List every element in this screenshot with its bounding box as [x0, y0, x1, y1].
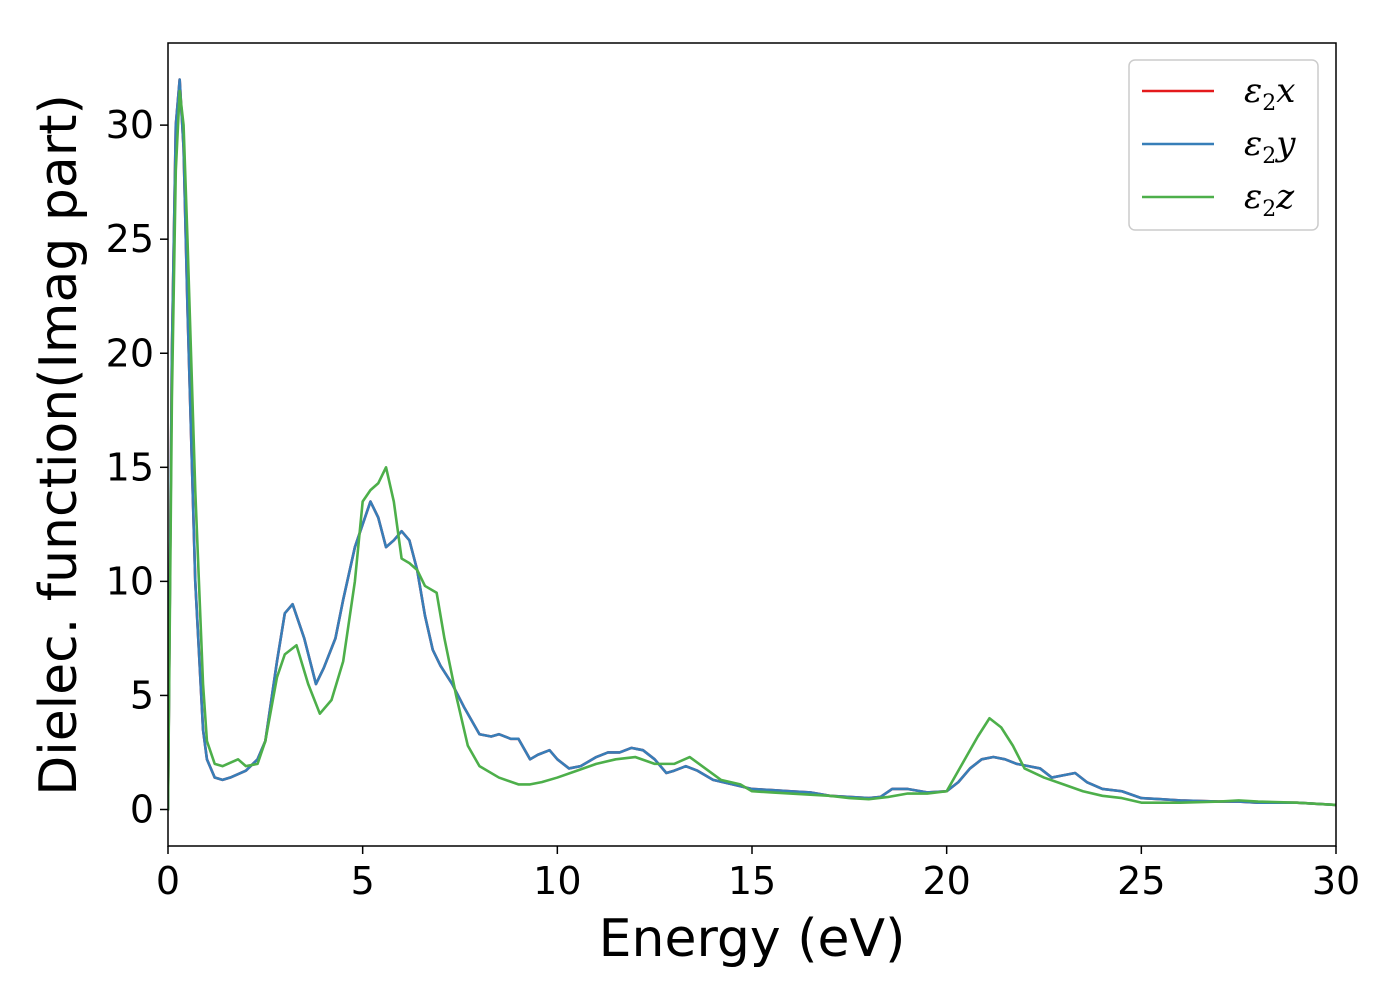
legend: ε2x ε2y ε2z — [1128, 59, 1319, 231]
legend-label-x: ε2x — [1244, 71, 1295, 116]
legend-label-z: ε2z — [1244, 177, 1295, 222]
legend-label-y: ε2y — [1244, 124, 1296, 169]
y-axis-ticks: 0 5 10 15 20 25 30 — [106, 103, 168, 832]
x-tick-label: 10 — [533, 859, 581, 903]
y-tick-label: 0 — [130, 788, 154, 832]
x-tick-label: 20 — [922, 859, 970, 903]
x-tick-label: 30 — [1312, 859, 1360, 903]
x-tick-label: 15 — [728, 859, 776, 903]
x-tick-label: 0 — [156, 859, 180, 903]
x-tick-label: 25 — [1117, 859, 1165, 903]
series-line-eps2-z — [168, 89, 1336, 811]
y-axis-label: Dielec. function(Imag part) — [29, 94, 89, 796]
x-tick-label: 5 — [351, 859, 375, 903]
x-axis-ticks: 0 5 10 15 20 25 30 — [156, 846, 1360, 903]
y-tick-label: 5 — [130, 673, 154, 717]
y-tick-label: 25 — [106, 217, 154, 261]
y-tick-label: 15 — [106, 445, 154, 489]
legend-box — [1128, 59, 1319, 231]
y-tick-label: 10 — [106, 559, 154, 603]
y-tick-label: 30 — [106, 103, 154, 147]
y-tick-label: 20 — [106, 331, 154, 375]
x-axis-label: Energy (eV) — [599, 909, 906, 969]
series-layer — [168, 78, 1336, 811]
